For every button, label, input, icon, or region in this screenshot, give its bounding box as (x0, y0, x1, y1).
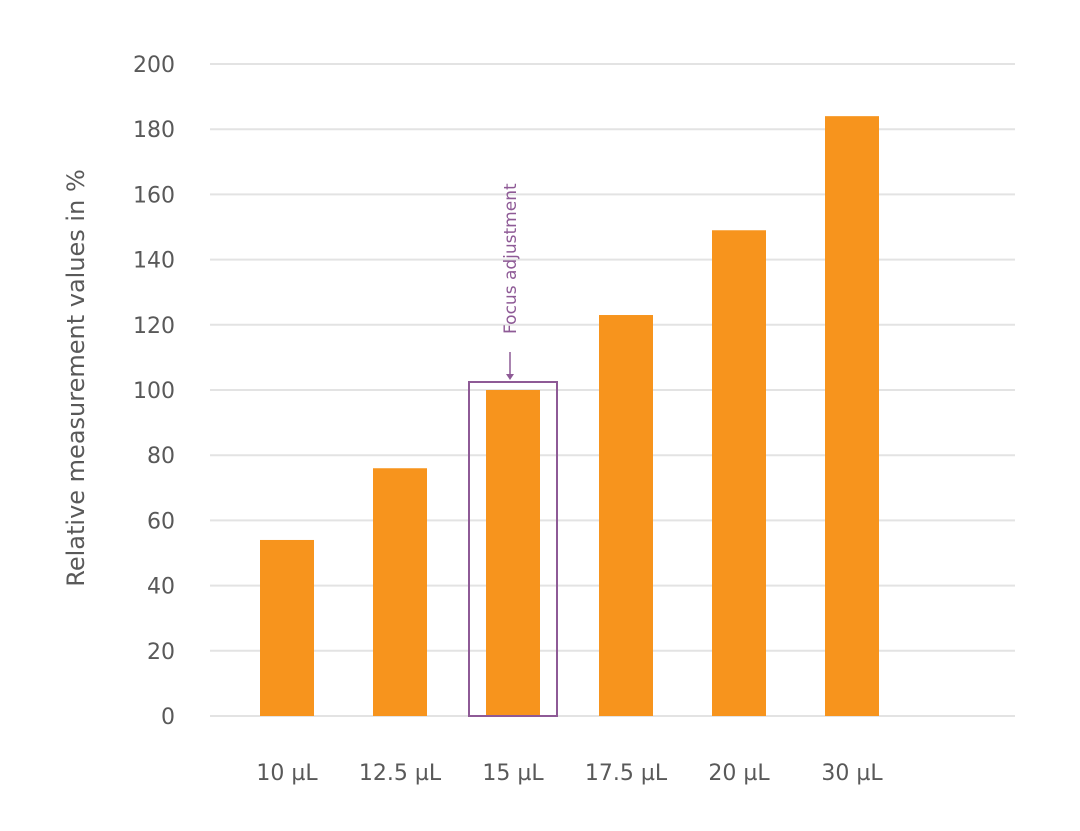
x-tick-label: 17.5 µL (585, 761, 668, 786)
y-tick-label: 120 (133, 314, 175, 339)
y-tick-label: 180 (133, 118, 175, 143)
y-tick-label: 160 (133, 183, 175, 208)
highlight-group: Focus adjustment (468, 183, 558, 717)
y-tick-label: 100 (133, 379, 175, 404)
y-tick-label: 80 (147, 444, 175, 469)
y-tick-label: 60 (147, 509, 175, 534)
x-tick-label: 20 µL (708, 761, 770, 786)
y-tick-label: 20 (147, 640, 175, 665)
bar (373, 468, 427, 716)
bar (825, 116, 879, 716)
x-tick-label: 10 µL (256, 761, 318, 786)
annotation-label: Focus adjustment (501, 183, 521, 334)
y-tick-label: 0 (161, 705, 175, 730)
bar (599, 315, 653, 716)
x-tick-label: 15 µL (482, 761, 544, 786)
bars (260, 116, 879, 716)
y-axis-title: Relative measurement values in % (62, 169, 90, 586)
x-tick-label: 30 µL (821, 761, 883, 786)
x-tick-label: 12.5 µL (359, 761, 442, 786)
annotation-arrow-head (506, 374, 514, 380)
bar (486, 390, 540, 716)
x-axis-ticks: 10 µL 12.5 µL 15 µL 17.5 µL 20 µL 30 µL (256, 761, 883, 786)
highlight-box (468, 381, 558, 717)
y-axis-ticks: 0 20 40 60 80 100 120 140 160 180 200 (133, 53, 175, 730)
bar (260, 539, 314, 716)
y-tick-label: 140 (133, 249, 175, 274)
bar (712, 230, 766, 716)
y-tick-label: 40 (147, 575, 175, 600)
y-tick-label: 200 (133, 53, 175, 78)
